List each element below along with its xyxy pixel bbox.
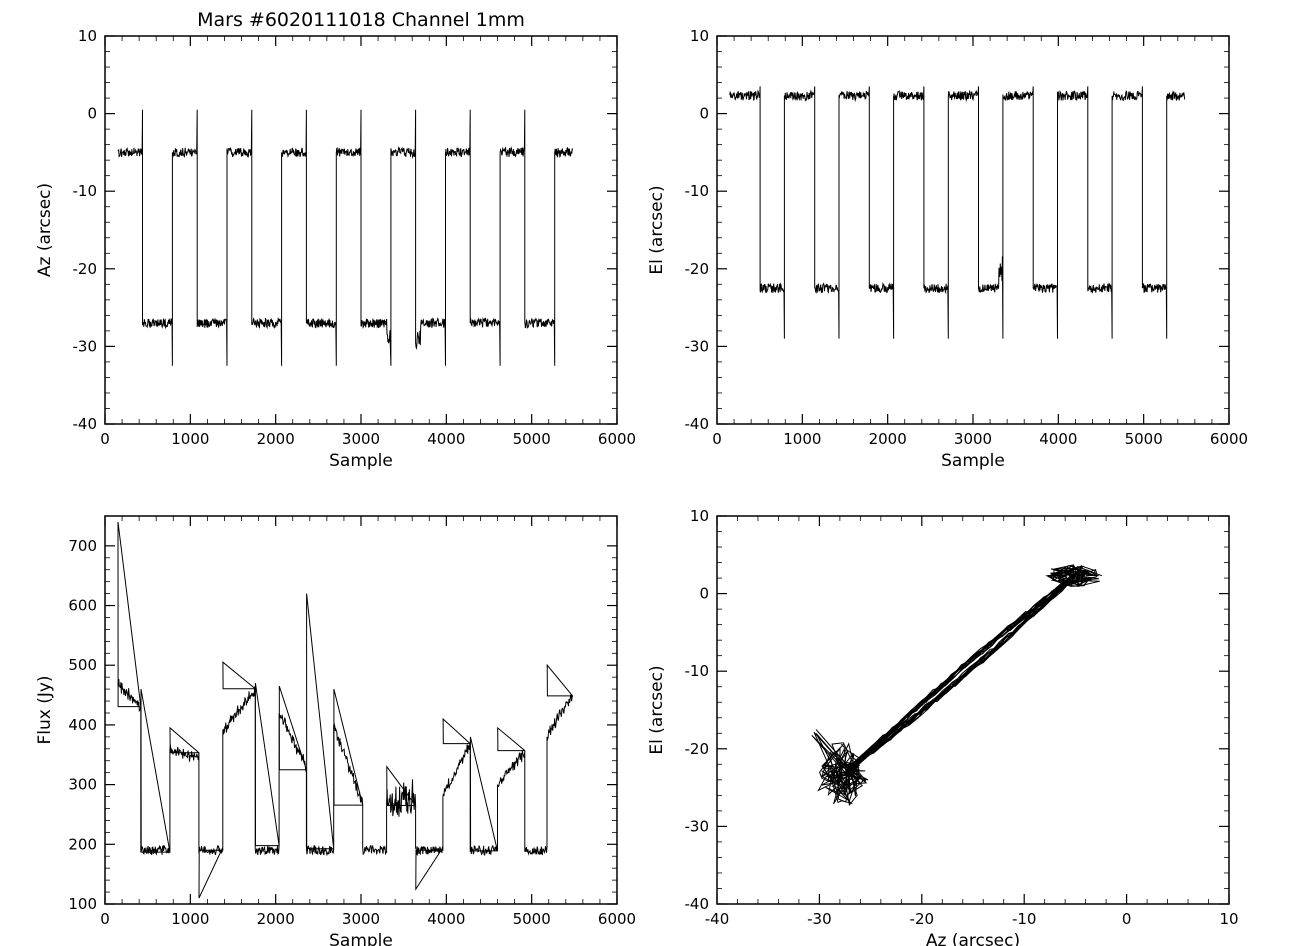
ytick-label: 500 — [68, 656, 97, 674]
ytick-label: -40 — [685, 895, 710, 913]
xtick-label: 1000 — [171, 910, 209, 928]
ytick-label: 0 — [699, 585, 709, 603]
panel-el-vs-sample: 0100020003000400050006000-40-30-20-10010… — [717, 36, 1229, 424]
xtick-label: 2000 — [257, 430, 295, 448]
xtick-label: 6000 — [598, 430, 636, 448]
xlabel: Sample — [329, 451, 393, 471]
ytick-label: 700 — [68, 537, 97, 555]
xtick-label: -20 — [910, 910, 935, 928]
xtick-label: -10 — [1012, 910, 1036, 928]
ytick-label: -20 — [73, 260, 98, 278]
xtick-label: 5000 — [513, 910, 551, 928]
xtick-label: 2000 — [869, 430, 907, 448]
xtick-label: 4000 — [427, 910, 465, 928]
panel-az-vs-sample: 0100020003000400050006000-40-30-20-10010… — [105, 36, 617, 424]
ytick-label: -10 — [685, 662, 710, 680]
xtick-label: 1000 — [171, 430, 209, 448]
xtick-label: 3000 — [342, 430, 380, 448]
ylabel: Flux (Jy) — [35, 675, 55, 744]
xlabel: Sample — [941, 451, 1005, 471]
ytick-label: -30 — [685, 817, 710, 835]
ytick-label: -10 — [73, 182, 98, 200]
ytick-label: 10 — [690, 507, 709, 525]
xlabel: Az (arcsec) — [926, 931, 1020, 946]
xtick-label: 0 — [100, 910, 110, 928]
data-trace — [828, 566, 1095, 796]
xtick-label: 6000 — [1210, 430, 1248, 448]
xtick-label: 4000 — [1039, 430, 1077, 448]
ytick-label: 100 — [68, 895, 97, 913]
ytick-label: 0 — [87, 105, 97, 123]
xtick-label: -30 — [807, 910, 832, 928]
data-trace — [831, 569, 1092, 793]
ytick-label: -20 — [685, 260, 710, 278]
data-trace — [836, 567, 1099, 802]
ylabel: Az (arcsec) — [35, 183, 55, 277]
ytick-label: -20 — [685, 740, 710, 758]
panel-el-vs-az: -40-30-20-10010-40-30-20-10010Az (arcsec… — [717, 516, 1229, 904]
figure-root: 0100020003000400050006000-40-30-20-10010… — [0, 0, 1300, 946]
ytick-label: -40 — [685, 415, 710, 433]
ytick-label: -40 — [73, 415, 98, 433]
xtick-label: 10 — [1219, 910, 1238, 928]
ytick-label: -30 — [685, 337, 710, 355]
data-trace — [118, 522, 573, 898]
xtick-label: 5000 — [513, 430, 551, 448]
data-trace — [818, 567, 1102, 805]
ytick-label: 400 — [68, 716, 97, 734]
ytick-label: 200 — [68, 835, 97, 853]
xtick-label: 0 — [1122, 910, 1132, 928]
ylabel: El (arcsec) — [647, 665, 667, 754]
xtick-label: 4000 — [427, 430, 465, 448]
data-trace — [118, 110, 573, 366]
figure-title: Mars #6020111018 Channel 1mm — [197, 9, 525, 31]
data-trace — [826, 566, 1099, 801]
xtick-label: 1000 — [783, 430, 821, 448]
ytick-label: 300 — [68, 776, 97, 794]
data-trace — [730, 86, 1185, 338]
ytick-label: -30 — [73, 337, 98, 355]
xtick-label: 3000 — [954, 430, 992, 448]
ylabel: El (arcsec) — [647, 185, 667, 274]
panel-flux-vs-sample: 0100020003000400050006000100200300400500… — [105, 516, 617, 904]
xtick-label: 0 — [100, 430, 110, 448]
xtick-label: 6000 — [598, 910, 636, 928]
xtick-label: 3000 — [342, 910, 380, 928]
xlabel: Sample — [329, 931, 393, 946]
xtick-label: 5000 — [1125, 430, 1163, 448]
ytick-label: 600 — [68, 597, 97, 615]
ytick-label: 0 — [699, 105, 709, 123]
xtick-label: 0 — [712, 430, 722, 448]
xtick-label: 2000 — [257, 910, 295, 928]
ytick-label: -10 — [685, 182, 710, 200]
